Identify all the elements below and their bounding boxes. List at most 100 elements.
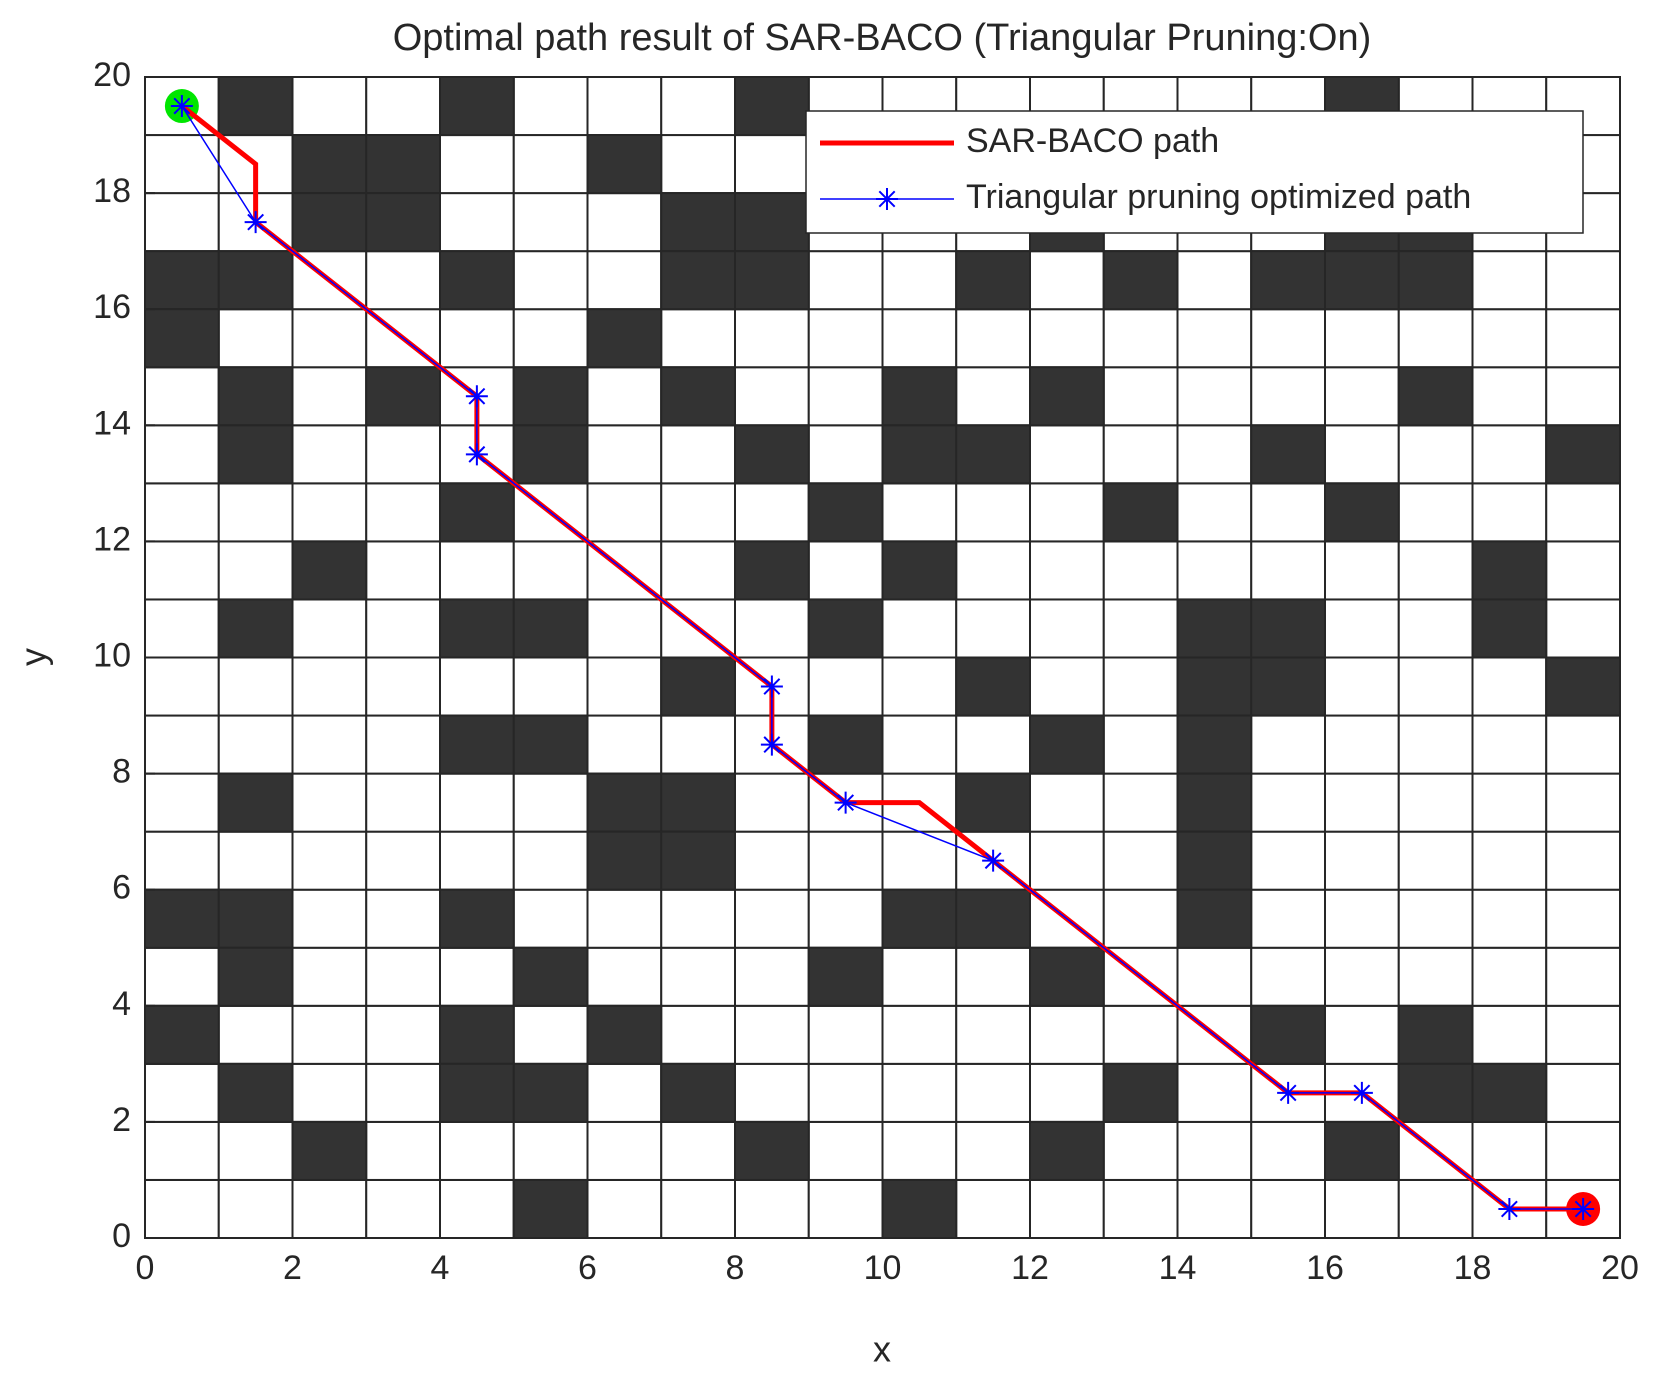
x-tick-label: 6: [578, 1249, 597, 1287]
map-cell: [586, 1120, 663, 1181]
marker: [982, 849, 1005, 872]
map-cell: [1029, 482, 1105, 543]
marker: [244, 211, 267, 234]
map-cell: [660, 134, 736, 195]
map-cell: [881, 946, 958, 1007]
map-cell: [144, 424, 220, 485]
map-cell: [660, 946, 736, 1007]
map-cell: [1176, 308, 1253, 369]
obstacle: [1029, 366, 1105, 427]
obstacle: [1545, 424, 1621, 485]
obstacle: [217, 598, 294, 659]
map-cell: [955, 366, 1031, 427]
map-cell: [807, 1062, 884, 1123]
marker: [1277, 1081, 1300, 1104]
obstacle: [1250, 1004, 1326, 1065]
y-tick-label: 6: [112, 869, 131, 907]
x-axis-label: x: [873, 1329, 891, 1370]
map-cell: [512, 772, 589, 833]
map-cell: [217, 482, 294, 543]
obstacle: [1545, 656, 1621, 717]
marker: [1572, 1197, 1595, 1220]
map-cell: [291, 308, 368, 369]
map-cell: [291, 888, 368, 949]
obstacle: [586, 1004, 663, 1065]
map-cell: [1102, 1120, 1179, 1181]
map-cell: [734, 830, 810, 891]
map-cell: [439, 308, 515, 369]
map-cell: [1176, 540, 1253, 601]
obstacle: [881, 540, 958, 601]
map-cell: [955, 598, 1031, 659]
map-cell: [1250, 772, 1326, 833]
obstacle: [734, 424, 810, 485]
obstacle: [365, 366, 441, 427]
map-cell: [807, 366, 884, 427]
map-cell: [439, 656, 515, 717]
legend: SAR-BACO path Triangular pruning optimize…: [805, 110, 1584, 234]
obstacle: [660, 366, 736, 427]
map-cell: [881, 656, 958, 717]
legend-label: Triangular pruning optimized path: [966, 178, 1471, 216]
map-cell: [144, 1178, 220, 1239]
map-cell: [144, 598, 220, 659]
obstacle: [144, 250, 220, 311]
map-cell: [291, 946, 368, 1007]
map-cell: [1324, 424, 1400, 485]
map-cell: [512, 76, 589, 137]
map-cell: [586, 714, 663, 775]
map-cell: [144, 1120, 220, 1181]
map-cell: [1397, 888, 1474, 949]
map-cell: [144, 482, 220, 543]
y-tick-label: 8: [112, 753, 131, 791]
map-cell: [807, 424, 884, 485]
map-cell: [1471, 308, 1548, 369]
map-cell: [144, 1062, 220, 1123]
map-cell: [807, 540, 884, 601]
map-cell: [1397, 656, 1474, 717]
map-cell: [1102, 308, 1179, 369]
map-cell: [1029, 250, 1105, 311]
map-cell: [512, 656, 589, 717]
obstacle: [1250, 424, 1326, 485]
map-cell: [291, 1004, 368, 1065]
map-cell: [291, 424, 368, 485]
map-cell: [1397, 424, 1474, 485]
map-cell: [1545, 946, 1621, 1007]
map-cell: [1250, 888, 1326, 949]
map-cell: [881, 1120, 958, 1181]
legend-box: [805, 110, 1584, 234]
map-cell: [1250, 714, 1326, 775]
map-cell: [881, 482, 958, 543]
obstacle: [586, 830, 663, 891]
obstacle: [217, 888, 294, 949]
obstacle: [660, 250, 736, 311]
map-cell: [1250, 540, 1326, 601]
map-cell: [144, 134, 220, 195]
obstacle: [144, 888, 220, 949]
map-cell: [439, 540, 515, 601]
obstacle: [1176, 656, 1253, 717]
map-cell: [586, 366, 663, 427]
obstacle: [1176, 772, 1253, 833]
obstacle: [217, 424, 294, 485]
obstacle: [881, 888, 958, 949]
obstacle: [512, 424, 589, 485]
marker: [465, 385, 488, 408]
map-cell: [1397, 946, 1474, 1007]
map-cell: [1324, 946, 1400, 1007]
y-tick-label: 20: [93, 56, 131, 94]
map-cell: [1324, 656, 1400, 717]
marker: [465, 443, 488, 466]
map-cell: [586, 192, 663, 253]
map-cell: [1176, 424, 1253, 485]
map-cell: [586, 656, 663, 717]
map-cell: [1176, 1120, 1253, 1181]
map-cell: [586, 424, 663, 485]
map-cell: [1324, 1004, 1400, 1065]
map-cell: [1324, 888, 1400, 949]
obstacle: [807, 482, 884, 543]
map-cell: [144, 946, 220, 1007]
map-cell: [1471, 1004, 1548, 1065]
map-cell: [365, 482, 441, 543]
